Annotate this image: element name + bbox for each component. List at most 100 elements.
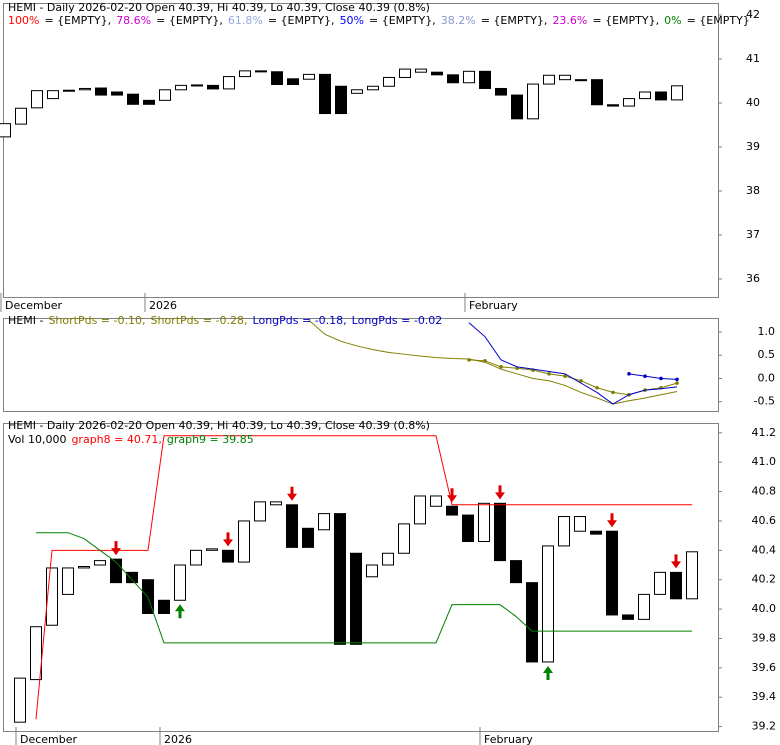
x-tick-label: February xyxy=(484,733,533,745)
legend-label: 50% xyxy=(339,14,365,27)
candle-body xyxy=(79,87,91,91)
sell-arrow xyxy=(447,488,457,503)
candle-body xyxy=(591,79,603,106)
candle-body xyxy=(158,599,170,614)
legend-label: 38.2% xyxy=(440,14,476,27)
candle-body xyxy=(431,71,443,76)
candle-body xyxy=(463,70,475,84)
y-tick-label: 40.6 xyxy=(752,514,777,527)
candle-body xyxy=(318,513,330,531)
panel-2-legend: HEMI - ShortPds = -0.10, ShortPds = -0.28,… xyxy=(8,314,447,327)
candle-body xyxy=(558,516,570,547)
y-tick-label: 42 xyxy=(746,8,760,21)
candle-body xyxy=(175,84,187,91)
legend-label: 23.6% xyxy=(552,14,588,27)
candle-body xyxy=(446,505,458,516)
panel-3-title: HEMI - Daily 2026-02-20 Open 40.39, Hi 4… xyxy=(8,419,430,432)
y-tick-label: 39.6 xyxy=(752,661,777,674)
candle-body xyxy=(271,71,283,86)
legend-value: = {EMPTY}, xyxy=(267,14,335,27)
buy-arrow xyxy=(175,604,185,619)
candle-body xyxy=(47,90,59,100)
x-tick-label: 2026 xyxy=(164,733,192,745)
candle-body xyxy=(239,70,251,78)
candle-body xyxy=(430,495,442,507)
y-tick-label: 41.0 xyxy=(752,455,777,468)
candle-body xyxy=(270,501,282,506)
legend-label: 61.8% xyxy=(227,14,263,27)
candle-body xyxy=(654,571,666,595)
sell-arrow xyxy=(607,513,617,528)
y-tick-label: 39.8 xyxy=(752,631,777,644)
legend-value: = {EMPTY}, xyxy=(44,14,112,27)
x-tick-label: December xyxy=(20,733,78,745)
sell-arrow xyxy=(671,554,681,569)
x-tick-label: February xyxy=(469,299,518,312)
y-tick-label: 40.2 xyxy=(752,573,777,586)
candle-body xyxy=(95,87,107,96)
candle-body xyxy=(303,73,315,80)
candle-body xyxy=(526,582,538,663)
candle-body xyxy=(383,76,395,87)
candle-body xyxy=(622,614,634,620)
legend-value: = {EMPTY}, xyxy=(480,14,548,27)
candle-body xyxy=(206,548,218,551)
candle-body xyxy=(574,516,586,532)
candle-body xyxy=(63,89,75,92)
candle-body xyxy=(543,74,555,85)
series-line xyxy=(308,320,678,405)
y-tick-label: 40 xyxy=(746,96,760,109)
candle-body xyxy=(78,565,90,569)
candle-body xyxy=(398,523,410,554)
y-tick-label: 36 xyxy=(746,272,760,285)
legend-label: 100% xyxy=(8,14,40,27)
candle-body xyxy=(255,70,267,73)
candle-body xyxy=(655,91,667,101)
candle-body xyxy=(367,85,379,91)
legend-label: ShortPds = -0.10, xyxy=(48,314,146,327)
candle-body xyxy=(670,571,682,600)
candle-body xyxy=(511,94,523,120)
candle-body xyxy=(399,68,411,78)
candle-body xyxy=(686,551,698,600)
series-line xyxy=(35,435,692,720)
candle-body xyxy=(447,74,459,84)
candle-body xyxy=(606,530,618,616)
candle-body xyxy=(414,495,426,525)
y-tick-label: 39.2 xyxy=(752,720,777,733)
legend-label: LongPds = -0.02 xyxy=(351,314,443,327)
x-tick-label: 2026 xyxy=(149,299,177,312)
candle-body xyxy=(207,84,219,90)
candle-body xyxy=(30,626,42,681)
candle-body xyxy=(190,549,202,566)
candle-body xyxy=(62,567,74,595)
series-line xyxy=(36,532,692,644)
legend-label: graph8 = 40.71, xyxy=(71,433,162,446)
sell-arrow xyxy=(495,485,505,500)
candle-body xyxy=(238,520,250,563)
y-tick-label: 1.0 xyxy=(758,325,776,338)
candle-body xyxy=(31,90,43,109)
series-line xyxy=(628,373,678,380)
candle-body xyxy=(14,677,26,723)
legend-value: = {EMPTY}, xyxy=(369,14,436,27)
candle-body xyxy=(527,83,539,120)
candle-body xyxy=(639,91,651,100)
candle-body xyxy=(110,558,122,584)
candle-body xyxy=(351,89,363,94)
candle-body xyxy=(478,502,490,543)
candle-body xyxy=(479,70,491,89)
candle-body xyxy=(127,93,139,105)
candle-body xyxy=(126,571,138,584)
candle-body xyxy=(174,564,186,601)
candle-body xyxy=(334,513,346,645)
candle-body xyxy=(222,549,234,563)
candle-body xyxy=(590,530,602,535)
y-tick-label: 37 xyxy=(746,228,760,241)
candle-body xyxy=(223,76,235,90)
series-line xyxy=(468,322,678,405)
sell-arrow xyxy=(287,486,297,501)
legend-label: 78.6% xyxy=(116,14,152,27)
y-tick-label: 41.2 xyxy=(752,426,777,439)
